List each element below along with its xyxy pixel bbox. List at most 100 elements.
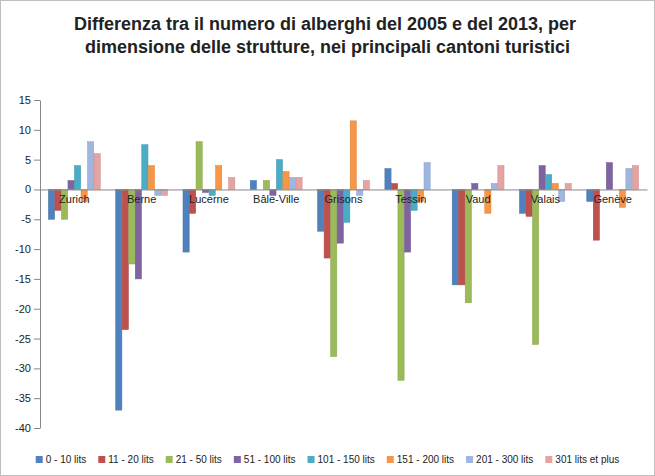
y-tick: -25	[15, 333, 40, 345]
bar	[94, 154, 100, 190]
bar	[250, 181, 256, 190]
bar	[88, 142, 94, 190]
legend-item: 101 - 150 lits	[308, 454, 375, 465]
legend-swatch	[387, 456, 394, 463]
legend-label: 11 - 20 lits	[108, 454, 153, 465]
x-tick-label: Grisons	[325, 193, 363, 205]
bar	[533, 189, 539, 344]
y-tick: -20	[15, 303, 40, 315]
x-tick-label: Lucerne	[189, 193, 229, 205]
bars	[48, 121, 638, 410]
bar	[283, 172, 289, 190]
y-tick-mark	[34, 309, 40, 310]
bar	[565, 183, 571, 189]
bar	[465, 189, 471, 302]
y-tick-label: -25	[15, 333, 31, 345]
title: Differenza tra il numero di alberghi del…	[74, 14, 581, 57]
bar	[498, 166, 504, 190]
y-tick-mark	[34, 279, 40, 280]
legend-label: 21 - 50 lits	[176, 454, 222, 465]
y-tick-mark	[34, 249, 40, 250]
y-axis-line	[40, 101, 41, 429]
bar	[424, 163, 430, 190]
x-tick: Tessin	[395, 189, 426, 205]
x-tick: Lucerne	[189, 189, 229, 205]
legend-swatch	[466, 456, 473, 463]
bar	[539, 166, 545, 190]
x-tick: Grisons	[325, 189, 363, 205]
bar	[318, 189, 324, 231]
series	[81, 121, 626, 213]
x-tick-label: Vaud	[466, 193, 491, 205]
y-tick-label: 5	[25, 154, 31, 166]
y-tick-label: -10	[15, 243, 31, 255]
x-tick-label: Berne	[127, 193, 156, 205]
y-tick-mark	[34, 368, 40, 369]
bar	[296, 178, 302, 190]
x-axis-line	[41, 189, 648, 190]
x-tick-label: Genève	[593, 193, 632, 205]
bar	[459, 189, 465, 284]
legend-item: 151 - 200 lits	[387, 454, 454, 465]
bar	[122, 189, 128, 329]
bar	[546, 175, 552, 190]
legend-item: 0 - 10 lits	[36, 454, 87, 465]
y-tick-mark	[34, 339, 40, 340]
bar	[74, 166, 80, 190]
bar	[363, 181, 369, 190]
legend-label: 51 - 100 lits	[244, 454, 296, 465]
legend-swatch	[98, 456, 105, 463]
series	[61, 142, 538, 381]
bar	[148, 166, 154, 190]
legend: 0 - 10 lits 11 - 20 lits 21 - 50 lits 51 - …	[36, 454, 620, 465]
bar	[263, 181, 269, 190]
bar	[472, 183, 478, 189]
y-tick-mark	[34, 189, 40, 190]
x-tick: Bâle-Ville	[253, 189, 299, 205]
y-tick: -35	[15, 392, 40, 404]
x-tick: Genève	[593, 189, 632, 205]
x-tick: Berne	[127, 189, 156, 205]
y-tick-label: -15	[15, 273, 31, 285]
x-tick-label: Zurich	[59, 193, 90, 205]
y-tick: 0	[25, 183, 40, 195]
series	[68, 163, 613, 279]
bar	[606, 163, 612, 190]
bar	[276, 160, 282, 190]
y-tick: -30	[15, 362, 40, 374]
series	[55, 183, 600, 329]
legend-swatch	[234, 456, 241, 463]
bar	[632, 166, 638, 190]
y-tick: -10	[15, 243, 40, 255]
legend-item: 201 - 300 lits	[466, 454, 533, 465]
legend-item: 51 - 100 lits	[234, 454, 296, 465]
bar	[385, 169, 391, 190]
bar	[350, 121, 356, 190]
x-tick-label: Valais	[531, 193, 561, 205]
legend-label: 301 lits et plus	[555, 454, 619, 465]
y-tick-label: -20	[15, 303, 31, 315]
legend-item: 301 lits et plus	[545, 454, 619, 465]
y-tick-mark	[34, 398, 40, 399]
y-tick-label: -35	[15, 392, 31, 404]
y-tick-label: -5	[21, 213, 31, 225]
y-tick: -40	[15, 422, 40, 434]
legend-swatch	[545, 456, 552, 463]
bar	[491, 183, 497, 189]
x-tick-label: Bâle-Ville	[253, 193, 299, 205]
bar	[552, 183, 558, 189]
y-tick-label: -40	[15, 422, 31, 434]
x-axis: Zurich Berne Lucerne Bâle-Ville Grisons Tessi…	[41, 189, 648, 205]
bar	[519, 189, 525, 213]
series	[94, 154, 639, 196]
x-tick: Valais	[531, 189, 561, 205]
bar	[48, 189, 54, 219]
bar	[289, 178, 295, 190]
x-tick-label: Tessin	[395, 193, 426, 205]
bar	[452, 189, 458, 284]
bar	[626, 169, 632, 190]
y-tick: -15	[15, 273, 40, 285]
y-tick-mark	[34, 130, 40, 131]
x-tick: Zurich	[59, 189, 90, 205]
legend-item: 21 - 50 lits	[166, 454, 222, 465]
